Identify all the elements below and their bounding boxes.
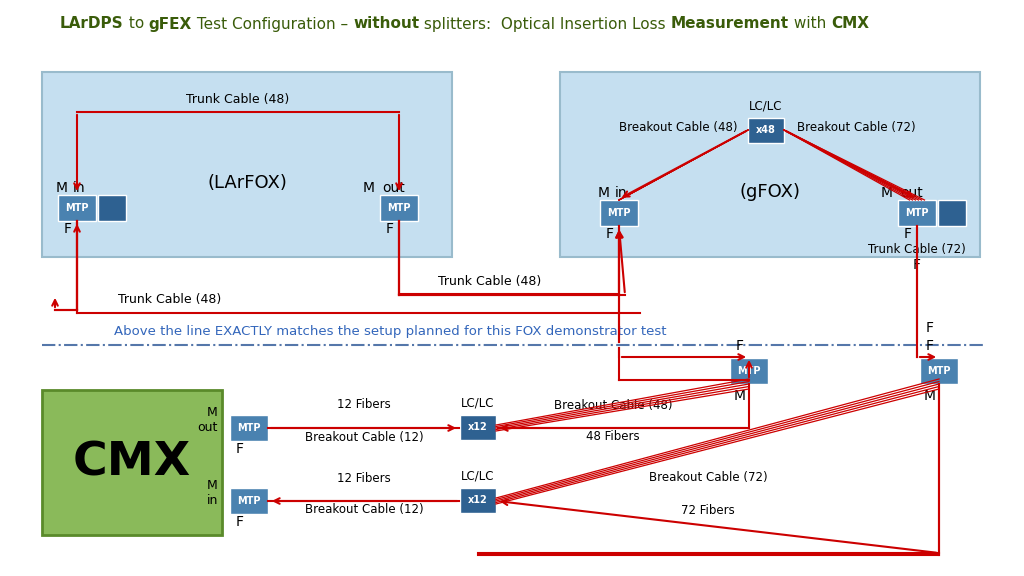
Bar [920, 358, 958, 384]
Text: CMX: CMX [73, 440, 191, 485]
Text: 12 Fibers: 12 Fibers [337, 472, 391, 484]
Text: 12 Fibers: 12 Fibers [337, 399, 391, 411]
Text: M
in: M in [207, 479, 218, 507]
Text: (gFOX): (gFOX) [739, 183, 801, 201]
Bar [560, 72, 980, 257]
Bar [748, 118, 784, 143]
Text: LArDPS: LArDPS [60, 17, 124, 32]
Text: Trunk Cable (48): Trunk Cable (48) [438, 275, 542, 289]
Text: LC/LC: LC/LC [750, 100, 782, 112]
Bar [58, 195, 96, 221]
Text: Trunk Cable (48): Trunk Cable (48) [186, 93, 290, 107]
Bar [730, 358, 768, 384]
Text: x12: x12 [468, 495, 487, 505]
Text: Breakout Cable (72): Breakout Cable (72) [797, 122, 915, 135]
Text: Test Configuration –: Test Configuration – [193, 17, 353, 32]
Text: splitters:  Optical Insertion Loss: splitters: Optical Insertion Loss [419, 17, 671, 32]
Text: Breakout Cable (12): Breakout Cable (12) [305, 503, 423, 517]
Text: MTP: MTP [928, 366, 950, 376]
Text: F: F [386, 222, 394, 236]
Text: in: in [73, 181, 86, 195]
Text: in: in [615, 186, 628, 200]
Text: M: M [881, 186, 893, 200]
Text: Trunk Cable (72): Trunk Cable (72) [868, 244, 966, 256]
Text: without: without [353, 17, 419, 32]
Text: M
out: M out [198, 406, 218, 434]
Text: M: M [362, 181, 375, 195]
Bar [460, 488, 496, 513]
Text: LC/LC: LC/LC [461, 469, 495, 483]
Bar [230, 488, 268, 514]
Text: x12: x12 [468, 422, 487, 432]
Text: F: F [236, 442, 244, 456]
Text: Breakout Cable (12): Breakout Cable (12) [305, 430, 423, 444]
Bar [380, 195, 418, 221]
Bar [98, 195, 126, 221]
Bar [42, 72, 452, 257]
Text: MTP: MTP [607, 208, 631, 218]
Bar [42, 390, 222, 535]
Text: Trunk Cable (48): Trunk Cable (48) [119, 294, 221, 306]
Text: Measurement: Measurement [671, 17, 788, 32]
Text: M: M [598, 186, 610, 200]
Text: out: out [900, 186, 923, 200]
Text: 72 Fibers: 72 Fibers [681, 503, 735, 517]
Bar [460, 415, 496, 440]
Text: MTP: MTP [737, 366, 761, 376]
Text: 48 Fibers: 48 Fibers [586, 430, 640, 444]
Bar [600, 200, 638, 226]
Text: F: F [913, 258, 921, 272]
Text: F: F [736, 339, 744, 353]
Text: MTP: MTP [238, 423, 261, 433]
Text: CMX: CMX [830, 17, 869, 32]
Text: Above the line EXACTLY matches the setup planned for this FOX demonstrator test: Above the line EXACTLY matches the setup… [114, 325, 667, 339]
Text: M: M [924, 389, 936, 403]
Text: MTP: MTP [66, 203, 89, 213]
Text: Breakout Cable (72): Breakout Cable (72) [648, 472, 767, 484]
Text: x48: x48 [756, 125, 776, 135]
Text: Breakout Cable (48): Breakout Cable (48) [554, 399, 672, 411]
Text: F: F [606, 227, 614, 241]
Text: F: F [926, 321, 934, 335]
Text: F: F [904, 227, 912, 241]
Text: M: M [734, 389, 746, 403]
Text: M: M [56, 181, 68, 195]
Text: out: out [382, 181, 404, 195]
Text: F: F [926, 339, 934, 353]
Text: Breakout Cable (48): Breakout Cable (48) [618, 122, 737, 135]
Text: F: F [236, 515, 244, 529]
Bar [230, 415, 268, 441]
Text: LC/LC: LC/LC [461, 396, 495, 410]
Text: to: to [124, 17, 148, 32]
Bar [938, 200, 966, 226]
Text: gFEX: gFEX [148, 17, 193, 32]
Text: MTP: MTP [238, 496, 261, 506]
Text: F: F [63, 222, 72, 236]
Bar [898, 200, 936, 226]
Text: MTP: MTP [905, 208, 929, 218]
Text: with: with [788, 17, 830, 32]
Text: MTP: MTP [387, 203, 411, 213]
Text: (LArFOX): (LArFOX) [207, 174, 287, 192]
